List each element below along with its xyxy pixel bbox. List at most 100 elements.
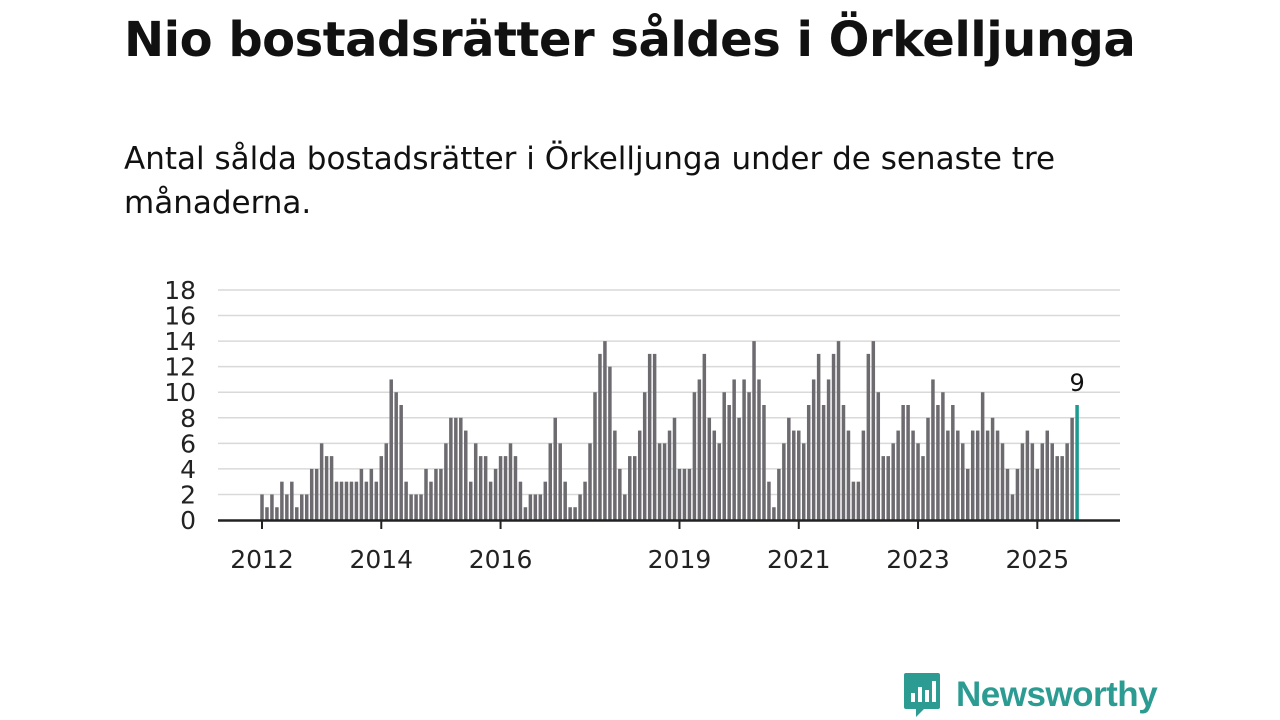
bar	[1025, 430, 1030, 520]
bar	[1030, 443, 1035, 520]
bar	[762, 405, 766, 520]
bar	[593, 392, 597, 520]
bar	[414, 494, 418, 520]
bar	[364, 481, 369, 520]
bar	[543, 481, 548, 520]
x-tick-label: 2021	[767, 545, 831, 574]
bar	[419, 494, 423, 520]
bar	[702, 353, 707, 520]
x-axis: 2012 2014 2016 2019 2021 2023 2025	[218, 519, 1120, 574]
bar	[339, 481, 344, 520]
bar	[682, 468, 687, 520]
bar	[886, 456, 890, 520]
bar	[921, 456, 925, 520]
y-tick-label: 16	[164, 302, 196, 331]
y-tick-label: 8	[180, 404, 196, 433]
bar	[801, 443, 806, 520]
x-tick-label: 2012	[230, 545, 294, 574]
bar	[374, 481, 379, 520]
bar	[588, 443, 592, 520]
bar	[434, 468, 438, 520]
bar	[965, 468, 970, 520]
bar	[454, 417, 458, 520]
bar	[334, 481, 339, 520]
bar	[603, 341, 607, 520]
bar	[692, 392, 697, 520]
bar	[742, 379, 746, 520]
bar	[1020, 443, 1025, 520]
bar	[717, 443, 721, 520]
bar	[523, 507, 528, 520]
bar	[633, 456, 637, 520]
bar	[553, 417, 557, 520]
bar	[841, 405, 846, 520]
bar	[300, 494, 304, 520]
bar	[473, 443, 478, 520]
bar	[881, 456, 885, 520]
bar	[409, 494, 413, 520]
bar	[508, 443, 513, 520]
bar	[936, 405, 940, 520]
bar	[280, 481, 284, 520]
bar	[647, 353, 652, 520]
bar	[677, 468, 682, 520]
bar	[970, 430, 975, 520]
bars-group	[260, 341, 1079, 520]
bar	[354, 481, 359, 520]
bar	[518, 481, 523, 520]
bar	[598, 353, 602, 520]
bar	[498, 456, 503, 520]
bar	[324, 456, 329, 520]
bar	[295, 507, 299, 520]
brand-logo: Newsworthy	[902, 670, 1158, 720]
bar	[628, 456, 632, 520]
bar	[618, 468, 622, 520]
bar	[752, 341, 756, 520]
bar	[667, 430, 672, 520]
bar	[608, 366, 612, 520]
bar	[260, 494, 264, 520]
bar	[1060, 456, 1064, 520]
bar	[732, 379, 736, 520]
bar	[846, 430, 851, 520]
bar	[404, 481, 408, 520]
bar	[464, 430, 468, 520]
bar	[687, 468, 692, 520]
x-tick-label: 2025	[1006, 545, 1070, 574]
bar	[319, 443, 324, 520]
y-tick-label: 2	[180, 480, 196, 509]
bar	[1065, 443, 1069, 520]
bar	[975, 430, 980, 520]
y-tick-label: 10	[164, 378, 196, 407]
bar	[1040, 443, 1045, 520]
bar	[270, 494, 274, 520]
bar	[394, 392, 398, 520]
bar	[329, 456, 334, 520]
grid-lines	[218, 289, 1120, 496]
bar	[951, 405, 955, 520]
chart-subtitle: Antal sålda bostadsrätter i Örkelljunga …	[124, 141, 1056, 221]
bar	[737, 417, 741, 520]
x-tick-label: 2023	[886, 545, 950, 574]
bar	[990, 417, 995, 520]
bar	[304, 494, 309, 520]
bar	[806, 405, 811, 520]
newsworthy-logo-icon	[904, 673, 940, 717]
bar	[379, 456, 384, 520]
bar	[399, 405, 403, 520]
bar	[1055, 456, 1059, 520]
bar	[931, 379, 935, 520]
bar	[483, 456, 488, 520]
bar	[831, 353, 836, 520]
bar	[985, 430, 990, 520]
bar	[1050, 443, 1054, 520]
bar	[851, 481, 856, 520]
bar	[538, 494, 543, 520]
bar	[861, 430, 866, 520]
bar	[946, 430, 950, 520]
bar	[787, 417, 791, 520]
bar	[578, 494, 582, 520]
bar	[871, 341, 876, 520]
bar	[657, 443, 662, 520]
